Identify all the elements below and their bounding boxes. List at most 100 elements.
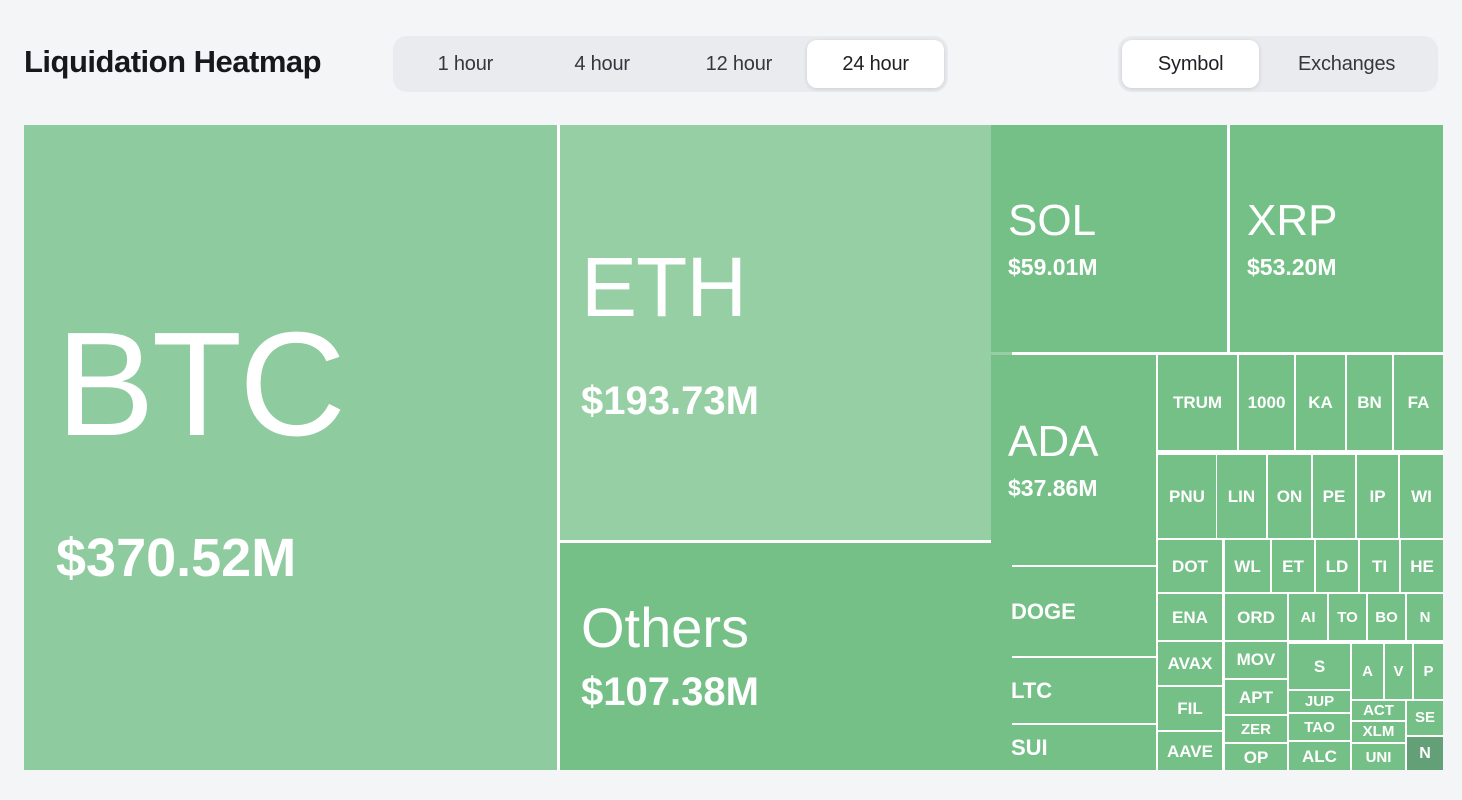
tile-symbol: TO	[1337, 608, 1358, 626]
treemap-tile-pe[interactable]: PE	[1312, 455, 1355, 538]
treemap-tile-trump[interactable]: TRUM	[1158, 355, 1237, 450]
tile-symbol: AI	[1300, 608, 1316, 626]
treemap-tile-zer[interactable]: ZER	[1225, 716, 1287, 742]
tile-symbol: JUP	[1304, 693, 1335, 710]
tile-symbol: OP	[1243, 747, 1269, 767]
treemap-tile-others[interactable]: Others $107.38M	[560, 542, 1012, 770]
treemap-tile-1000[interactable]: 1000	[1239, 355, 1294, 450]
treemap-tile-doge[interactable]: DOGE	[991, 567, 1156, 656]
treemap-tile-ka[interactable]: KA	[1296, 355, 1345, 450]
tile-value: $37.86M	[1008, 475, 1098, 501]
treemap-tile-fil[interactable]: FIL	[1158, 687, 1222, 730]
treemap-tile-nd[interactable]: N	[1407, 737, 1443, 770]
treemap-tile-tao[interactable]: TAO	[1289, 714, 1350, 740]
tab-24-hour[interactable]: 24 hour	[807, 40, 944, 88]
tile-symbol: ACT	[1363, 701, 1394, 719]
treemap-tile-act[interactable]: ACT	[1352, 700, 1405, 720]
treemap-tile-s[interactable]: S	[1289, 644, 1350, 689]
treemap-tile-ord[interactable]: ORD	[1225, 594, 1287, 640]
tile-symbol: ON	[1276, 487, 1303, 506]
treemap-tile-alc[interactable]: ALC	[1289, 742, 1350, 770]
treemap-tile-ltc[interactable]: LTC	[991, 658, 1156, 723]
treemap-tile-op[interactable]: OP	[1225, 744, 1287, 770]
treemap-tile-a[interactable]: A	[1352, 644, 1383, 699]
tile-symbol: BO	[1375, 608, 1398, 626]
tab-symbol[interactable]: Symbol	[1122, 40, 1260, 88]
tab-exchanges[interactable]: Exchanges	[1259, 40, 1434, 88]
tab-4-hour[interactable]: 4 hour	[534, 40, 671, 88]
treemap-tile-on[interactable]: ON	[1268, 455, 1311, 538]
treemap-tile-lin[interactable]: LIN	[1216, 455, 1266, 538]
tile-symbol: BN	[1357, 393, 1382, 412]
treemap-tile-avax[interactable]: AVAX	[1158, 642, 1222, 685]
tile-symbol: TAO	[1304, 718, 1335, 736]
tile-symbol: IP	[1369, 487, 1386, 506]
treemap-tile-ada[interactable]: ADA $37.86M	[991, 355, 1156, 565]
treemap-tile-pnu[interactable]: PNU	[1158, 455, 1216, 538]
tile-symbol: DOT	[1172, 556, 1208, 576]
treemap-tile-dot[interactable]: DOT	[1158, 540, 1222, 592]
treemap-tile-he[interactable]: HE	[1401, 540, 1443, 592]
treemap-tile-fa[interactable]: FA	[1394, 355, 1443, 450]
treemap-tile-ld[interactable]: LD	[1316, 540, 1358, 592]
treemap-tile-btc[interactable]: BTC $370.52M	[24, 125, 557, 770]
tab-12-hour[interactable]: 12 hour	[671, 40, 808, 88]
treemap-tile-wi[interactable]: WI	[1400, 455, 1443, 538]
treemap-tile-p[interactable]: P	[1414, 644, 1443, 699]
tile-value: $370.52M	[56, 527, 297, 588]
tile-symbol: FIL	[1177, 699, 1203, 718]
treemap-tile-et[interactable]: ET	[1271, 540, 1314, 592]
treemap-tile-xrp[interactable]: XRP $53.20M	[1229, 125, 1443, 352]
tile-symbol: BTC	[56, 301, 346, 467]
tab-1-hour[interactable]: 1 hour	[397, 40, 534, 88]
tile-symbol: WL	[1234, 556, 1261, 576]
tile-symbol: UNI	[1365, 748, 1392, 766]
treemap-tile-aave[interactable]: AAVE	[1158, 732, 1222, 770]
treemap-tile-xlm[interactable]: XLM	[1352, 721, 1405, 742]
treemap-tile-bo[interactable]: BO	[1368, 594, 1405, 640]
view-mode-tab-group: Symbol Exchanges	[1118, 36, 1438, 92]
tile-symbol: FA	[1407, 393, 1430, 412]
treemap-tile-sui[interactable]: SUI	[991, 725, 1156, 770]
treemap-tile-ne[interactable]: N	[1407, 594, 1443, 640]
tile-symbol: TRUM	[1172, 393, 1223, 412]
tile-symbol: A	[1362, 663, 1373, 680]
tile-value: $59.01M	[1008, 253, 1098, 280]
tile-symbol: PE	[1322, 487, 1346, 506]
tile-symbol: ENA	[1172, 607, 1208, 627]
treemap-tile-eth[interactable]: ETH $193.73M	[560, 125, 1012, 540]
tile-symbol: DOGE	[1011, 598, 1076, 624]
tile-symbol: S	[1313, 657, 1326, 676]
tile-value: $193.73M	[581, 378, 759, 423]
treemap-tile-apt[interactable]: APT	[1225, 680, 1287, 714]
treemap-tile-wl[interactable]: WL	[1225, 540, 1270, 592]
tile-symbol: N	[1419, 744, 1431, 762]
page-title: Liquidation Heatmap	[24, 44, 322, 79]
treemap-tile-ai[interactable]: AI	[1289, 594, 1327, 640]
treemap-tile-uni[interactable]: UNI	[1352, 744, 1405, 770]
treemap-tile-mov[interactable]: MOV	[1225, 642, 1287, 678]
header: Liquidation Heatmap 1 hour 4 hour 12 hour 2…	[0, 0, 1462, 110]
treemap-tile-ip[interactable]: IP	[1357, 455, 1398, 538]
treemap-tile-v[interactable]: V	[1385, 644, 1412, 699]
tile-symbol: APT	[1239, 687, 1273, 707]
treemap-tile-ti[interactable]: TI	[1360, 540, 1399, 592]
treemap-tile-sol[interactable]: SOL $59.01M	[991, 125, 1227, 352]
tile-symbol: ORD	[1237, 607, 1275, 627]
tile-symbol: KA	[1308, 393, 1333, 412]
tile-symbol: V	[1393, 663, 1404, 680]
tile-symbol: AVAX	[1167, 654, 1213, 673]
tile-symbol: ZER	[1241, 720, 1271, 738]
tile-value: $107.38M	[581, 670, 759, 715]
treemap-tile-jup[interactable]: JUP	[1289, 691, 1350, 712]
tile-symbol: AAVE	[1167, 741, 1213, 761]
treemap-tile-bn[interactable]: BN	[1347, 355, 1392, 450]
treemap-tile-to[interactable]: TO	[1329, 594, 1366, 640]
tile-symbol: ET	[1282, 556, 1304, 576]
tile-symbol: LIN	[1227, 487, 1256, 506]
treemap-tile-se[interactable]: SE	[1407, 700, 1443, 735]
treemap-tile-ena[interactable]: ENA	[1158, 594, 1222, 640]
tile-symbol: PNU	[1169, 487, 1205, 506]
tile-symbol: HE	[1410, 556, 1434, 576]
